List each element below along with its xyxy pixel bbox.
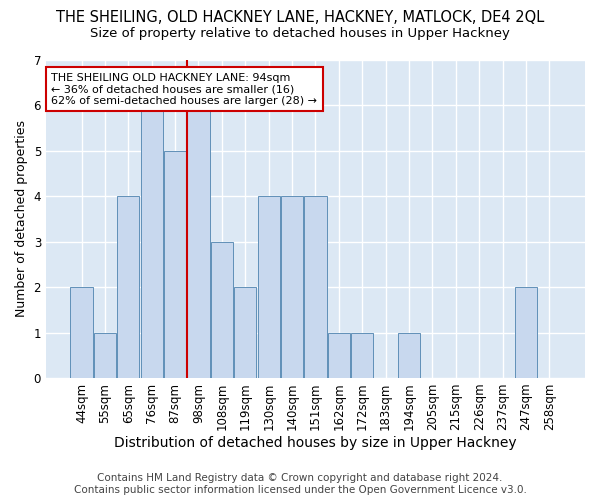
Text: Size of property relative to detached houses in Upper Hackney: Size of property relative to detached ho… (90, 28, 510, 40)
Y-axis label: Number of detached properties: Number of detached properties (15, 120, 28, 318)
Bar (351, 332, 373, 378)
Bar (164, 151, 186, 378)
Bar (211, 242, 233, 378)
Bar (328, 332, 350, 378)
Bar (257, 196, 280, 378)
Text: THE SHEILING, OLD HACKNEY LANE, HACKNEY, MATLOCK, DE4 2QL: THE SHEILING, OLD HACKNEY LANE, HACKNEY,… (56, 10, 544, 25)
Bar (187, 106, 209, 378)
Bar (304, 196, 326, 378)
X-axis label: Distribution of detached houses by size in Upper Hackney: Distribution of detached houses by size … (114, 436, 517, 450)
Bar (70, 287, 92, 378)
Text: THE SHEILING OLD HACKNEY LANE: 94sqm
← 36% of detached houses are smaller (16)
6: THE SHEILING OLD HACKNEY LANE: 94sqm ← 3… (52, 72, 317, 106)
Bar (117, 196, 139, 378)
Bar (515, 287, 537, 378)
Bar (281, 196, 303, 378)
Bar (94, 332, 116, 378)
Bar (398, 332, 420, 378)
Bar (234, 287, 256, 378)
Bar (140, 106, 163, 378)
Text: Contains HM Land Registry data © Crown copyright and database right 2024.
Contai: Contains HM Land Registry data © Crown c… (74, 474, 526, 495)
